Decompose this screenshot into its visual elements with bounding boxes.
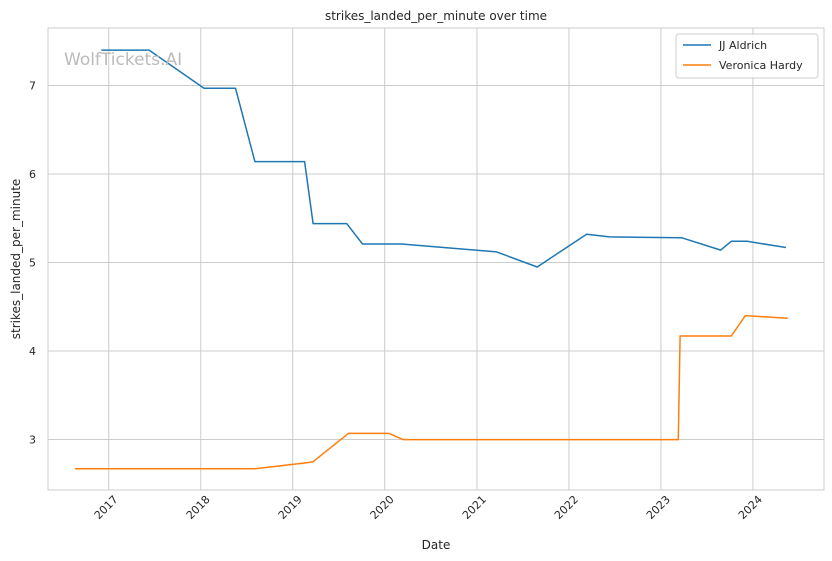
series-line-veronica-hardy xyxy=(75,314,788,470)
legend-box xyxy=(675,33,819,79)
x-axis-label: Date xyxy=(422,538,451,552)
x-tick-label: 2024 xyxy=(736,493,765,522)
x-tick-label: 2017 xyxy=(92,493,121,522)
x-tick-label: 2018 xyxy=(184,493,213,522)
legend-label-jj-aldrich: JJ Aldrich xyxy=(718,39,767,52)
x-tick-label: 2022 xyxy=(552,493,581,522)
y-tick-labels: 3 4 5 6 7 xyxy=(29,80,36,447)
legend-label-veronica-hardy: Veronica Hardy xyxy=(719,59,803,72)
chart-title: strikes_landed_per_minute over time xyxy=(325,9,547,23)
x-tick-label: 2020 xyxy=(368,493,397,522)
y-tick-label: 4 xyxy=(29,345,36,358)
y-tick-label: 7 xyxy=(29,80,36,93)
series-line-jj-aldrich xyxy=(101,49,787,268)
y-tick-label: 3 xyxy=(29,434,36,447)
watermark: WolfTickets.AI xyxy=(64,50,182,70)
x-tick-label: 2023 xyxy=(644,493,673,522)
x-tick-label: 2021 xyxy=(460,493,489,522)
y-tick-label: 6 xyxy=(29,168,36,181)
plot-frame xyxy=(47,27,825,491)
legend: JJ Aldrich Veronica Hardy xyxy=(675,33,819,79)
x-tick-labels: 2017 2018 2019 2020 2021 2022 2023 2024 xyxy=(92,493,765,522)
x-tick-label: 2019 xyxy=(276,493,305,522)
y-axis-label: strikes_landed_per_minute xyxy=(9,179,23,340)
series-layer xyxy=(75,49,788,470)
y-tick-label: 5 xyxy=(29,257,36,270)
grid-lines xyxy=(48,28,824,490)
